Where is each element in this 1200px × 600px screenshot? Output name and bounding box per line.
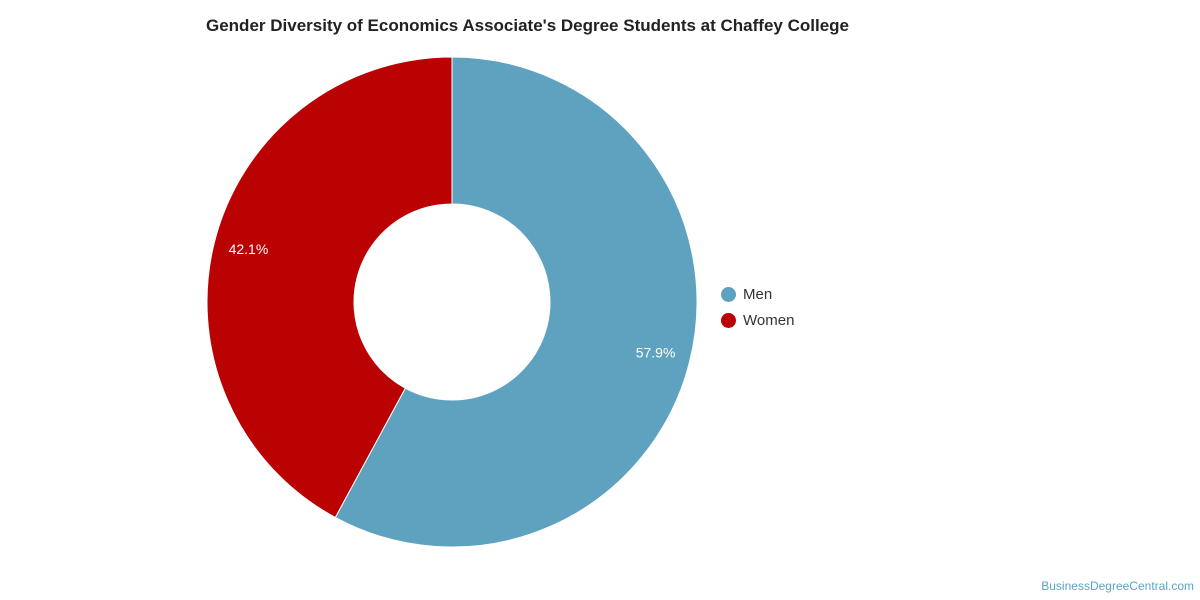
- slice-men[interactable]: [334, 56, 698, 548]
- slice-women[interactable]: [206, 56, 453, 519]
- legend-label-men: Men: [743, 285, 773, 303]
- source-credit[interactable]: BusinessDegreeCentral.com: [1041, 579, 1194, 593]
- chart-title: Gender Diversity of Economics Associate'…: [206, 16, 849, 35]
- legend-swatch-men: [721, 286, 736, 302]
- legend-label-women: Women: [743, 311, 795, 329]
- legend: Men Women: [721, 281, 794, 333]
- legend-item-women[interactable]: Women: [721, 307, 794, 333]
- labels-group: 57.9% 42.1%: [229, 241, 676, 360]
- legend-swatch-women: [721, 312, 736, 328]
- data-label-men: 57.9%: [636, 344, 676, 360]
- legend-item-men[interactable]: Men: [721, 281, 794, 307]
- slices-group: [206, 56, 698, 548]
- data-label-women: 42.1%: [229, 241, 269, 257]
